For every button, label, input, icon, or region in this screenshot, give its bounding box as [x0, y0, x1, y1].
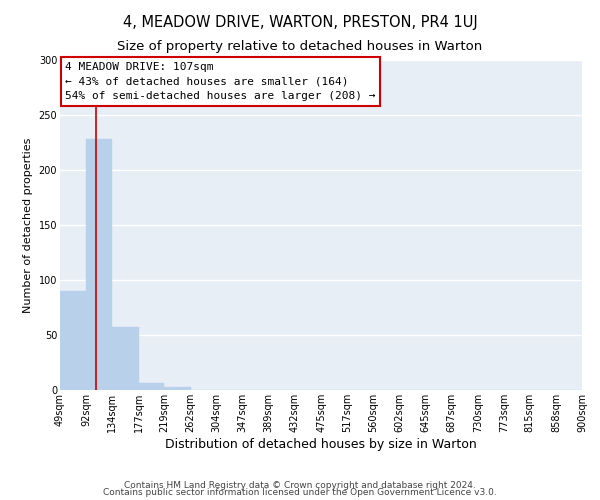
Bar [86, 139, 112, 390]
Text: 4 MEADOW DRIVE: 107sqm
← 43% of detached houses are smaller (164)
54% of semi-de: 4 MEADOW DRIVE: 107sqm ← 43% of detached… [65, 62, 376, 101]
Text: Size of property relative to detached houses in Warton: Size of property relative to detached ho… [118, 40, 482, 53]
Bar [139, 384, 164, 390]
Bar [112, 328, 139, 390]
X-axis label: Distribution of detached houses by size in Warton: Distribution of detached houses by size … [165, 438, 477, 450]
Text: 4, MEADOW DRIVE, WARTON, PRESTON, PR4 1UJ: 4, MEADOW DRIVE, WARTON, PRESTON, PR4 1U… [122, 15, 478, 30]
Text: Contains public sector information licensed under the Open Government Licence v3: Contains public sector information licen… [103, 488, 497, 497]
Text: Contains HM Land Registry data © Crown copyright and database right 2024.: Contains HM Land Registry data © Crown c… [124, 480, 476, 490]
Bar [60, 291, 86, 390]
Bar [164, 386, 191, 390]
Y-axis label: Number of detached properties: Number of detached properties [23, 138, 33, 312]
